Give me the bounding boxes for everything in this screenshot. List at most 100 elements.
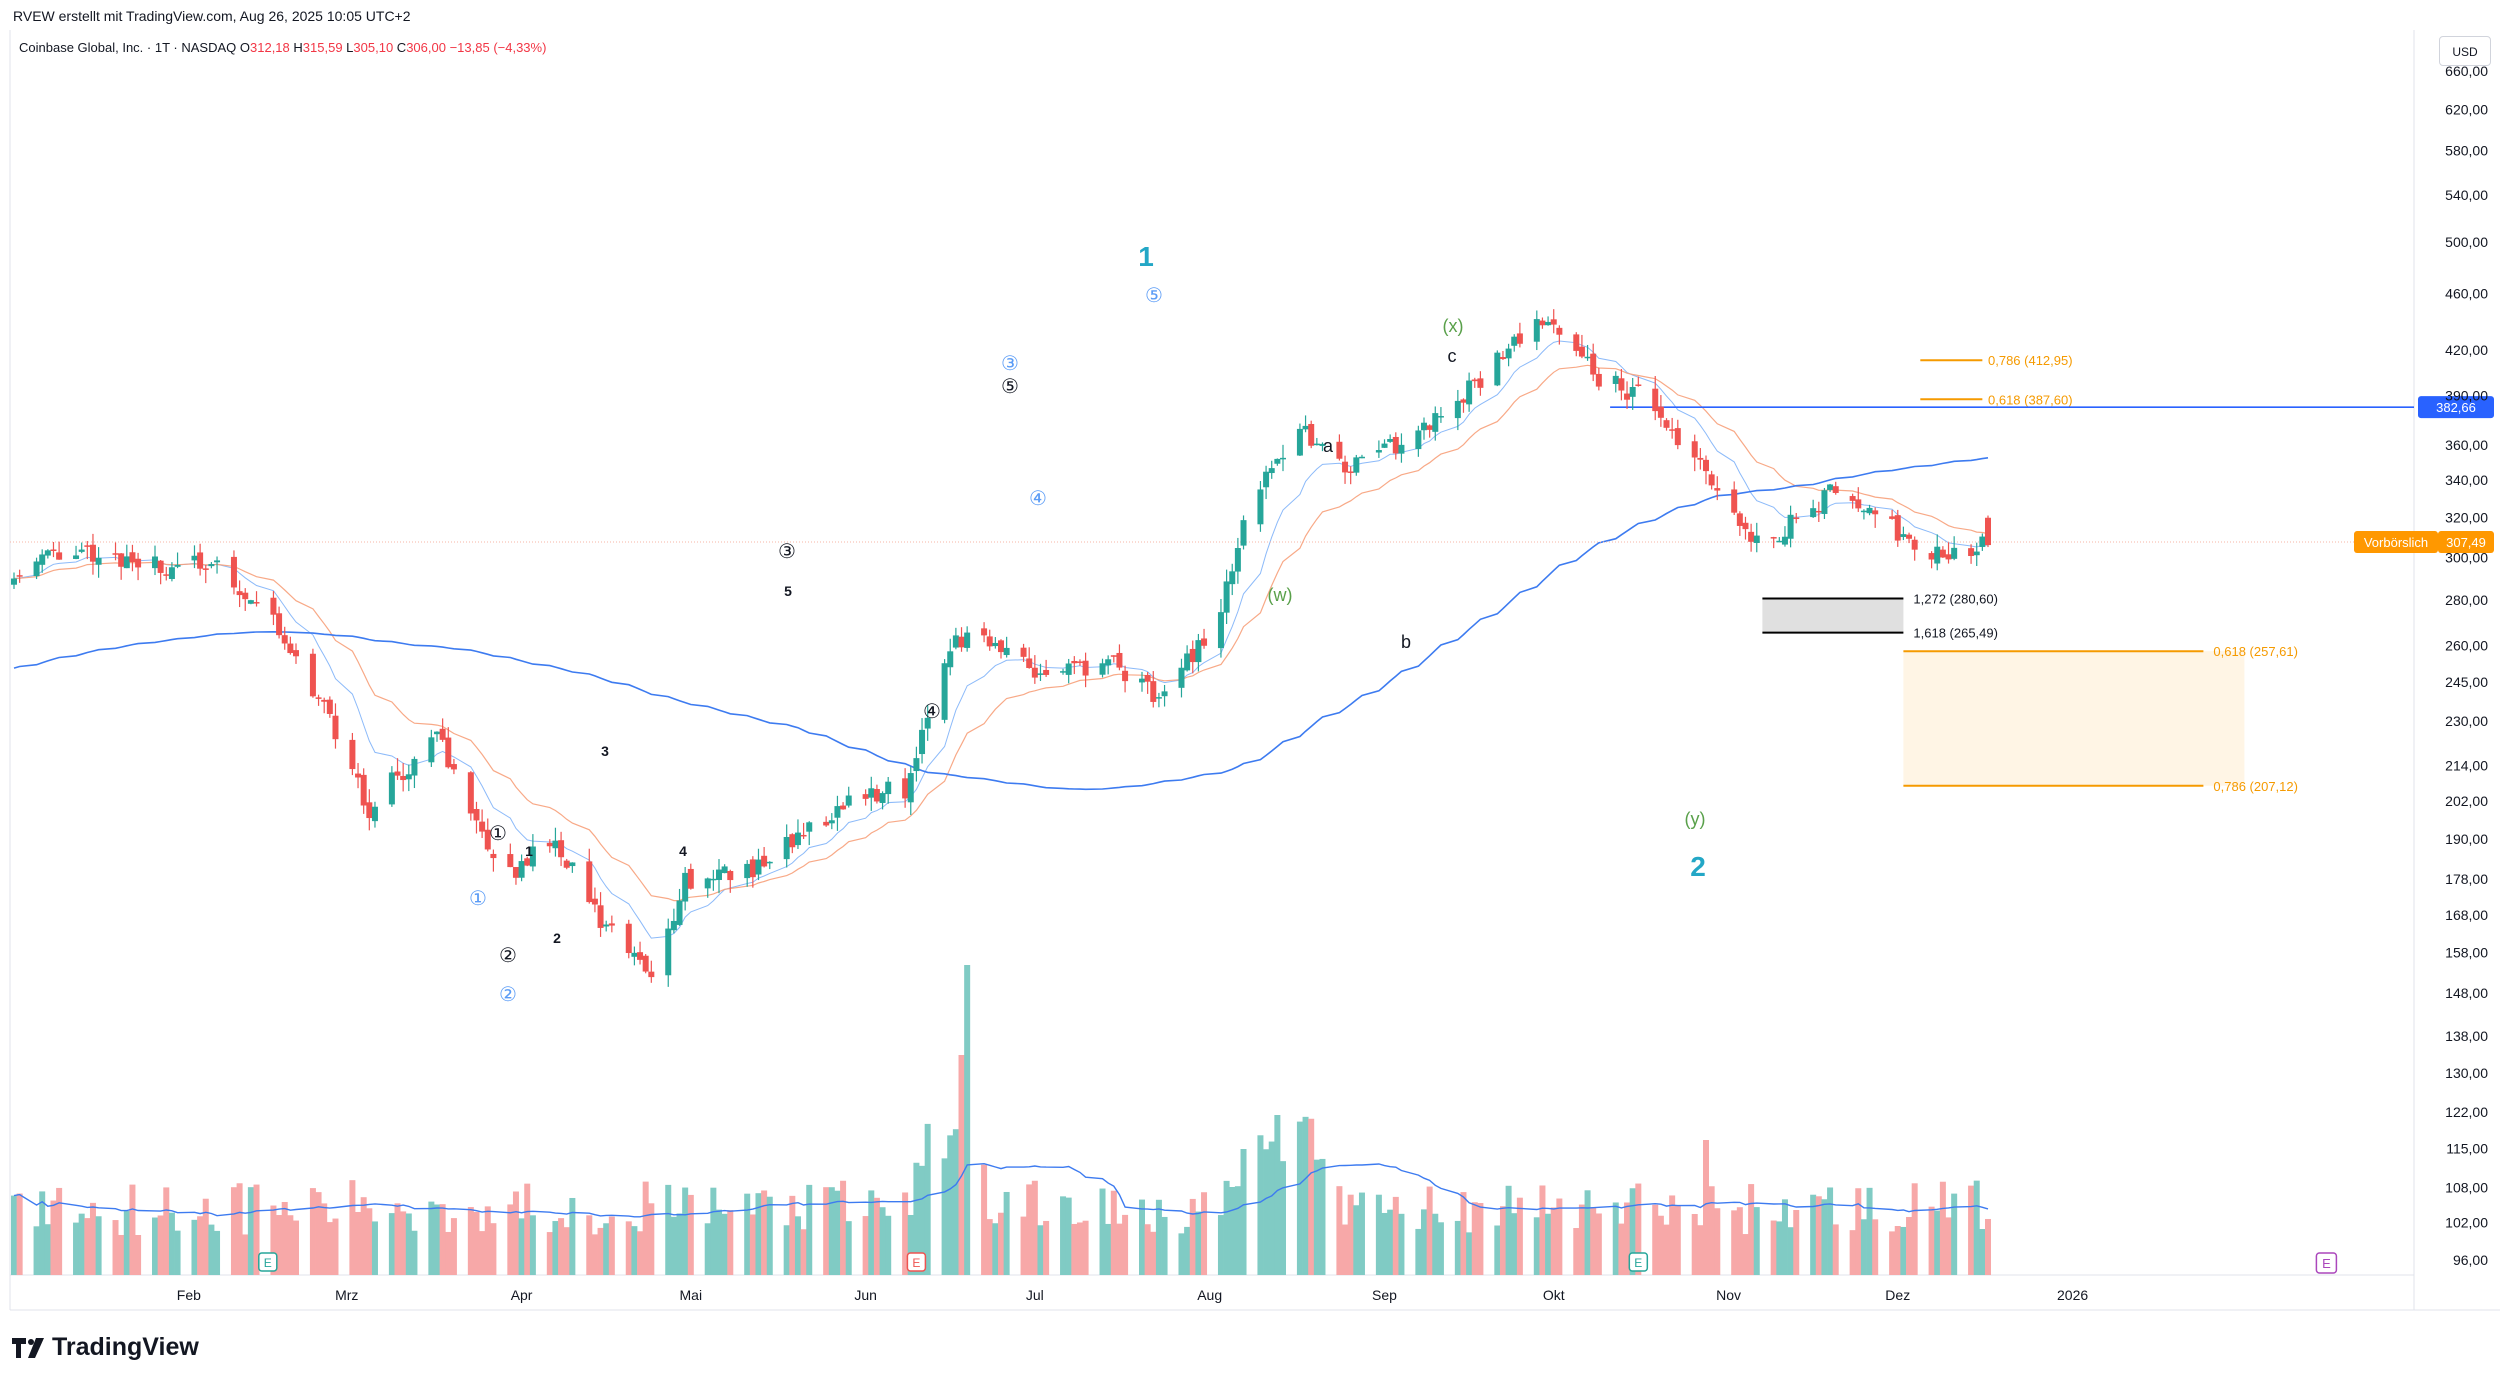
volume-bar: [1911, 1183, 1918, 1275]
symbol-title[interactable]: Coinbase Global, Inc. · 1T · NASDAQ: [19, 40, 237, 55]
volume-bar: [569, 1197, 576, 1275]
candle: [569, 862, 576, 873]
candle: [434, 731, 440, 742]
volume-bar: [1105, 1223, 1112, 1275]
candle: [1939, 546, 1946, 558]
candle: [1652, 376, 1659, 421]
candle: [670, 908, 677, 934]
candle: [1624, 381, 1631, 409]
volume-bar: [529, 1215, 536, 1275]
earnings-marker[interactable]: E: [906, 1252, 927, 1272]
price-axis[interactable]: 660,00 620,00 580,00 540,00 500,00 460,00 420,…: [2445, 63, 2488, 1268]
volume-bar: [1629, 1188, 1636, 1275]
price-tick-label: 190,00: [2445, 831, 2488, 847]
candle: [270, 591, 277, 626]
volume-bar: [783, 1225, 790, 1275]
volume-bar: [1787, 1227, 1794, 1275]
candle: [78, 542, 85, 554]
earnings-marker[interactable]: E: [1628, 1252, 1649, 1272]
volume-bar: [1736, 1207, 1743, 1275]
candle: [992, 637, 999, 649]
candle: [168, 562, 175, 582]
candle: [1076, 659, 1083, 666]
volume-bar: [1274, 1115, 1281, 1275]
candle: [1003, 636, 1010, 658]
volume-bar: [1308, 1118, 1315, 1275]
candle: [1082, 652, 1089, 688]
wave-minor-label: 4: [679, 843, 687, 859]
level-price-tag: [2418, 396, 2494, 419]
candle: [1787, 505, 1794, 548]
candle: [411, 756, 418, 789]
volume-bar: [1071, 1223, 1078, 1275]
earnings-marker[interactable]: E: [258, 1252, 278, 1272]
candle: [1556, 325, 1563, 345]
ohlc-change: −13,85 (−4,33%): [449, 40, 547, 55]
volume-bar: [862, 1216, 869, 1275]
earnings-marker-upcoming[interactable]: E: [2315, 1252, 2338, 1274]
brand: TradingView: [12, 1333, 199, 1362]
candle: [1979, 533, 1986, 551]
fib-retracement-zone: [1903, 651, 2245, 786]
candle: [1319, 442, 1326, 452]
price-tick-label: 130,00: [2445, 1065, 2488, 1081]
candle: [631, 946, 638, 966]
volume-bar: [670, 1216, 677, 1275]
price-tick-label: 168,00: [2445, 907, 2488, 923]
price-tick-label: 202,00: [2445, 793, 2488, 809]
candle: [1274, 458, 1281, 466]
volume-bar: [586, 1215, 593, 1275]
volume-bar: [1860, 1219, 1867, 1275]
candle: [625, 919, 632, 959]
candle: [1911, 536, 1918, 561]
candle: [202, 564, 209, 584]
candle: [1161, 684, 1168, 707]
candle: [1116, 644, 1123, 671]
price-tick-label: 230,00: [2445, 713, 2488, 729]
volume-bar: [1494, 1225, 1501, 1275]
candle: [197, 543, 204, 576]
volume-bar: [445, 1231, 452, 1275]
candle: [1336, 434, 1343, 461]
candle: [230, 550, 237, 595]
candle: [360, 768, 367, 814]
volume-bar: [873, 1197, 880, 1275]
volume-bar: [1951, 1193, 1958, 1275]
volume-bar: [1827, 1187, 1834, 1275]
candle: [1432, 406, 1439, 441]
candle: [524, 856, 531, 867]
volume-bar: [1832, 1224, 1839, 1275]
volume-bar: [1229, 1187, 1236, 1275]
candle: [33, 557, 40, 580]
volume-bar: [1387, 1209, 1394, 1275]
volume-bar: [89, 1202, 96, 1275]
volume-bar: [512, 1191, 519, 1275]
candle: [1595, 367, 1602, 391]
volume-bar: [1691, 1213, 1698, 1275]
candle: [1703, 455, 1709, 485]
volume-bar: [214, 1230, 221, 1275]
time-tick-label: Feb: [177, 1287, 201, 1303]
candle: [1635, 376, 1642, 387]
price-tick-label: 660,00: [2445, 63, 2488, 79]
volume-bar: [1122, 1214, 1129, 1275]
time-axis[interactable]: Feb Mrz Apr Mai Jun Jul Aug Sep Okt Nov Dez 2026: [177, 1287, 2089, 1303]
currency-button[interactable]: USD: [2439, 36, 2491, 66]
candle: [405, 764, 412, 792]
candle: [118, 553, 125, 580]
candle: [276, 606, 283, 639]
volume-bar: [1545, 1213, 1552, 1275]
candle: [1229, 563, 1236, 596]
candle: [1308, 420, 1315, 449]
volume-bar: [78, 1213, 85, 1275]
candle: [783, 824, 790, 868]
price-tick-label: 260,00: [2445, 638, 2488, 654]
candle: [1590, 343, 1597, 382]
volume-bar: [73, 1222, 80, 1275]
volume-bar: [1578, 1204, 1585, 1275]
time-tick-label: Apr: [511, 1287, 533, 1303]
candle: [214, 556, 221, 574]
candle: [428, 729, 435, 767]
candle: [834, 795, 841, 831]
